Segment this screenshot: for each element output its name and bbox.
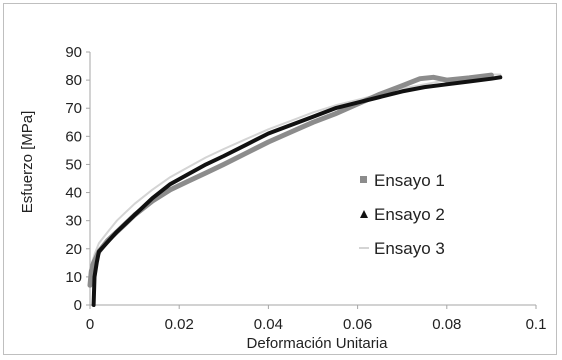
legend-marker-triangle <box>360 210 368 218</box>
series-group <box>87 72 503 307</box>
legend-marker-square <box>360 176 367 183</box>
x-axis-title: Deformación Unitaria <box>247 335 389 352</box>
plot-area: 0 0.02 0.04 0.06 0.08 0.1 0 10 20 30 40 50 60 70 80 90 <box>65 44 546 333</box>
x-tick-label: 0.04 <box>254 316 283 333</box>
y-tick-label: 40 <box>65 185 82 202</box>
y-tick-label: 0 <box>74 297 82 314</box>
series-line-3 <box>89 73 502 284</box>
series-line-2 <box>91 75 503 307</box>
x-tick-label: 0.1 <box>526 316 547 333</box>
y-axis-title: Esfuerzo [MPa] <box>19 111 36 214</box>
x-ticks: 0 0.02 0.04 0.06 0.08 0.1 <box>86 305 547 333</box>
x-tick-label: 0.08 <box>432 316 461 333</box>
y-tick-label: 10 <box>65 269 82 286</box>
y-ticks: 0 10 20 30 40 50 60 70 80 90 <box>65 44 90 314</box>
legend-label-3: Ensayo 3 <box>374 239 445 258</box>
legend-label-1: Ensayo 1 <box>374 171 445 190</box>
legend-label-2: Ensayo 2 <box>374 205 445 224</box>
chart-frame: 0 0.02 0.04 0.06 0.08 0.1 0 10 20 30 40 50 60 70 80 90… <box>3 3 557 355</box>
x-tick-label: 0.06 <box>343 316 372 333</box>
y-tick-label: 20 <box>65 241 82 258</box>
y-tick-label: 60 <box>65 128 82 145</box>
y-tick-label: 90 <box>65 44 82 61</box>
legend: Ensayo 1 Ensayo 2 Ensayo 3 <box>359 171 445 258</box>
x-tick-label: 0 <box>86 316 94 333</box>
chart-svg: 0 0.02 0.04 0.06 0.08 0.1 0 10 20 30 40 50 60 70 80 90… <box>19 44 546 352</box>
x-tick-label: 0.02 <box>165 316 194 333</box>
y-tick-label: 30 <box>65 213 82 230</box>
y-tick-label: 70 <box>65 100 82 117</box>
y-tick-label: 80 <box>65 72 82 89</box>
y-tick-label: 50 <box>65 156 82 173</box>
